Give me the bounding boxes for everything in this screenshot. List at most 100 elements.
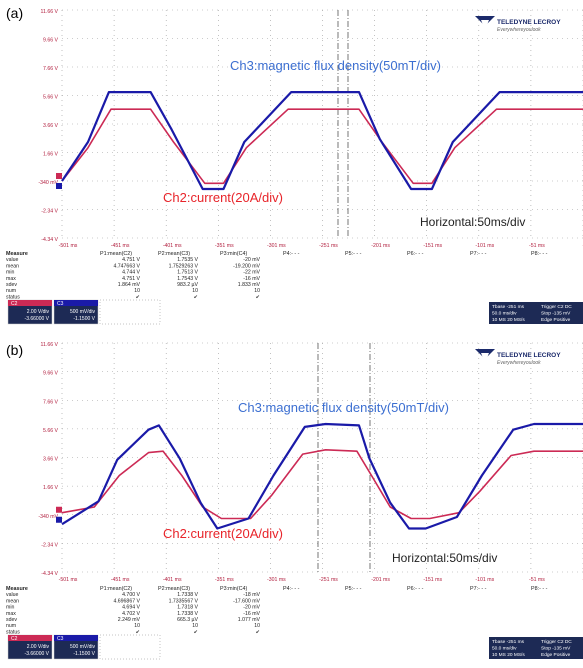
measure-cell: 1.7529263 V (169, 263, 199, 269)
teledyne-logo-icon (475, 16, 495, 30)
measure-cell: -16 mV (243, 611, 260, 617)
x-tick-label: -351 ms (215, 577, 234, 583)
measure-cell: 1.864 mV (118, 282, 141, 288)
measure-row-label: min (6, 270, 14, 276)
measure-cell: 2.249 mV (118, 617, 141, 623)
measure-cell: 4.751 V (122, 276, 140, 282)
c2-marker (56, 173, 62, 179)
empty-channel-slot (100, 635, 160, 659)
measure-cell: 4.702 V (122, 611, 140, 617)
measure-cell: 1.7338 V (177, 592, 198, 598)
x-tick-label: -51 ms (529, 243, 545, 249)
x-tick-label: -501 ms (59, 577, 78, 583)
measure-row-label: num (6, 623, 16, 629)
channel-offset: -3.66000 V (25, 651, 50, 657)
timebase-text: 50.0 ms/div (492, 646, 517, 652)
measure-cell: ✔ (136, 629, 140, 635)
trigger-text: Edge Positive (541, 652, 571, 658)
x-tick-label: -451 ms (111, 577, 130, 583)
measure-header: P3:min(C4) (220, 586, 247, 592)
measure-cell: ✔ (256, 629, 260, 635)
brand-tagline: Everywhereyoulook (497, 360, 541, 366)
measure-header: P5:- - - (345, 251, 362, 257)
trigger-text: Stop -135 mV (541, 311, 571, 317)
trigger-text: Trigger C2 DC (541, 304, 572, 310)
x-tick-label: -501 ms (59, 243, 78, 249)
x-tick-label: -51 ms (529, 577, 545, 583)
empty-channel-slot (100, 300, 160, 324)
measure-row-label: status (6, 294, 20, 300)
x-tick-label: -401 ms (163, 577, 182, 583)
y-tick-label: -2.34 V (41, 209, 58, 215)
channel-volts-div: 500 mV/div (70, 644, 96, 650)
measure-row-label: mean (6, 598, 19, 604)
measure-cell: 10 (254, 623, 260, 629)
measure-cell: 1.7335567 V (169, 598, 199, 604)
ch3-annotation: Ch3:magnetic flux density(50mT/div) (238, 400, 449, 415)
measure-row-label: sdev (6, 282, 17, 288)
channel-offset: -1.1500 V (73, 651, 95, 657)
channel-volts-div: 2.00 V/div (27, 309, 50, 315)
channel-name: C3 (57, 301, 64, 307)
y-tick-label: -340 mV (38, 180, 58, 186)
measure-cell: 1.7535 V (177, 257, 198, 263)
timebase-text: 50.0 ms/div (492, 311, 517, 317)
measure-cell: 4.700 V (122, 592, 140, 598)
measure-cell: -18 mV (243, 592, 260, 598)
measure-header: P2:mean(C3) (158, 251, 190, 257)
measure-cell: 1.7338 V (177, 611, 198, 617)
measure-header: P8:- - - (531, 251, 548, 257)
measure-row-label: sdev (6, 617, 17, 623)
x-tick-label: -451 ms (111, 243, 130, 249)
timebase-text: Tbase -251 ms (492, 639, 525, 645)
measure-cell: 4.744 V (122, 270, 140, 276)
measure-header: P6:- - - (407, 586, 424, 592)
c3-marker (56, 183, 62, 189)
measure-cell: ✔ (136, 294, 140, 300)
measure-row-label: mean (6, 263, 19, 269)
teledyne-logo-icon (475, 349, 495, 363)
measure-cell: 4.751 V (122, 257, 140, 263)
x-tick-label: -301 ms (267, 577, 286, 583)
measure-row-label: max (6, 611, 16, 617)
x-tick-label: -151 ms (423, 577, 442, 583)
x-tick-label: -301 ms (267, 243, 286, 249)
measure-cell: -20 mV (243, 257, 260, 263)
measure-cell: 4.696867 V (113, 598, 140, 604)
panel-label: (a) (6, 5, 23, 21)
y-tick-label: 11.66 V (41, 342, 59, 348)
measure-header: Measure (6, 586, 28, 592)
y-tick-label: -2.34 V (41, 542, 58, 548)
ch2-annotation: Ch2:current(20A/div) (163, 190, 283, 205)
measure-cell: -19.200 mV (233, 263, 260, 269)
measure-cell: 665.3 µV (177, 617, 198, 623)
measure-cell: 1.833 mV (238, 282, 261, 288)
y-tick-label: 7.66 V (43, 399, 59, 405)
measure-header: P2:mean(C3) (158, 586, 190, 592)
x-tick-label: -151 ms (423, 243, 442, 249)
timebase-text: Tbase -251 ms (492, 304, 525, 310)
horizontal-annotation: Horizontal:50ms/div (420, 215, 525, 229)
measure-cell: 1.077 mV (238, 617, 261, 623)
ch3-annotation: Ch3:magnetic flux density(50mT/div) (230, 58, 441, 73)
ch2-annotation: Ch2:current(20A/div) (163, 526, 283, 541)
y-tick-label: 9.66 V (43, 38, 59, 44)
brand-tagline: Everywhereyoulook (497, 27, 541, 33)
trigger-text: Trigger C2 DC (541, 639, 572, 645)
grid (62, 10, 583, 238)
measure-header: Measure (6, 251, 28, 257)
measure-cell: 10 (134, 288, 140, 294)
measure-cell: -22 mV (243, 270, 260, 276)
measure-cell: 4.694 V (122, 605, 140, 611)
measure-header: P8:- - - (531, 586, 548, 592)
channel-name: C2 (11, 636, 18, 642)
measure-row-label: max (6, 276, 16, 282)
measure-row-label: min (6, 605, 14, 611)
channel-name: C3 (57, 636, 64, 642)
timebase-text: 10 MS 20 MS/s (492, 317, 525, 323)
scope-panel-a: (a)TELEDYNE LECROYEverywhereyoulook11.66… (6, 5, 583, 324)
measure-cell: ✔ (256, 294, 260, 300)
measure-header: P7:- - - (470, 251, 487, 257)
y-tick-label: 3.66 V (43, 123, 59, 129)
